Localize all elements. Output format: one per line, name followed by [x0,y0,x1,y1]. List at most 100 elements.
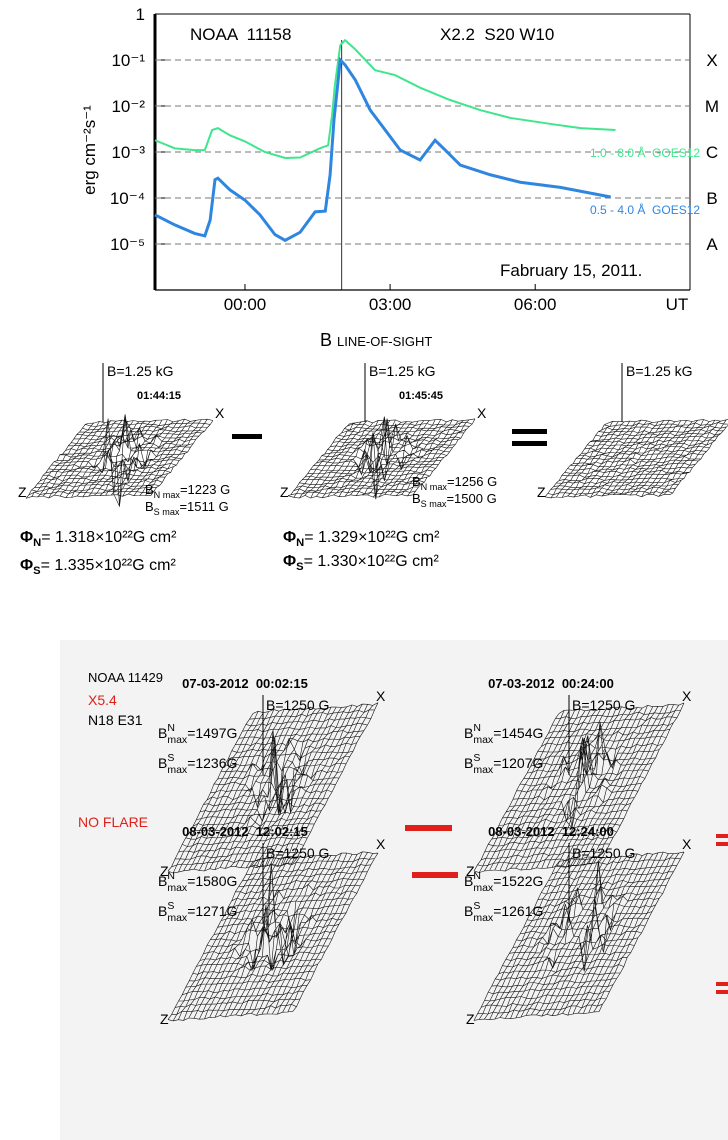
y-tick-label: 10⁻³ [111,143,145,162]
label-sub: N [33,537,41,549]
x-tick-label: 06:00 [514,295,557,314]
axis-x-label: X [682,836,692,852]
label-sub: max [473,912,494,924]
surface-mesh [25,414,214,508]
class-label: C [706,143,718,162]
date-label: 07-03-2012 00:02:15 [182,676,308,691]
minus-sign [232,434,262,439]
region-label: NOAA 11158 [190,25,291,44]
label-text: =1207G [493,755,543,771]
label-text: = 1.329×10²²G cm² [304,529,440,546]
date-label: 08-03-2012 12:02:15 [182,824,308,839]
scale-label: B=1.25 kG [626,363,693,379]
y-tick-label: 10⁻¹ [111,51,145,70]
label-symbol: B [464,873,473,889]
label-text: =1511 G [179,499,228,514]
date-label: Fabruary 15, 2011. [500,261,642,280]
field-label: BN max=1223 G [145,482,230,500]
x-tick-label: 03:00 [369,295,412,314]
label-symbol: B [158,725,167,741]
label-text: =1454G [493,725,543,741]
label-symbol: B [145,499,154,514]
surface-mesh [544,419,728,499]
label-sub: S max [421,499,447,509]
label-text: = 1.335×10²²G cm² [41,557,177,574]
x-axis-label: UT [666,295,689,314]
label-text: =1497G [187,725,237,741]
class-label: A [706,235,718,254]
label-symbol: B [412,491,421,506]
equals-sign [512,441,547,446]
scale-label: B=1250 G [266,845,329,861]
label-symbol: B [145,482,154,497]
label-sup: N [473,722,481,734]
legend-label: 0.5 - 4.0 Å GOES12 [590,202,700,217]
label-symbol: Φ [283,529,296,546]
field-label: BS max=1500 G [412,491,497,509]
label-sup: S [167,752,174,764]
label-text: = 1.330×10²²G cm² [304,553,440,570]
y-tick-label: 10⁻² [111,97,145,116]
field-label: BN max=1497G [158,722,237,746]
label-sub: max [167,764,188,776]
label-sub: max [167,734,188,746]
y-tick-label: 10⁻⁵ [110,235,145,254]
field-label: BS max=1271G [158,900,237,924]
equals-sign [716,834,728,838]
no-flare-label: NO FLARE [78,814,148,830]
label-symbol: B [158,755,167,771]
minus-sign [405,825,452,831]
axis-z-label: Z [466,863,475,879]
axis-z-label: Z [160,1011,169,1027]
surface-mesh [473,851,685,1021]
label-text: =1236G [187,755,237,771]
label-symbol: B [464,903,473,919]
x-tick-label: 00:00 [224,295,267,314]
label-sup: N [473,870,481,882]
label-sup: S [473,752,480,764]
label-text: =1271G [187,903,237,919]
label-sub: max [167,912,188,924]
surface-mesh [167,702,379,874]
label-sub: max [167,882,188,894]
field-label: BS max=1511 G [145,499,229,517]
series-line [154,38,616,160]
label-sub: max [473,882,494,894]
label-symbol: B [158,903,167,919]
label-text: =1522G [493,873,543,889]
scale-label: B=1250 G [266,697,329,713]
scale-label: B=1.25 kG [369,363,436,379]
scale-label: B=1250 G [572,697,635,713]
field-label: ΦN= 1.318×10²²G cm² [20,529,177,549]
axis-z-label: Z [18,484,27,500]
axis-x-label: X [682,688,692,704]
label-sup: S [473,900,480,912]
axis-z-label: Z [160,863,169,879]
heading-symbol: B [320,330,332,350]
label-sub: max [473,734,494,746]
label-sub: S max [154,507,180,517]
label-symbol: Φ [283,553,296,570]
label-symbol: B [158,873,167,889]
legend-label: 1.0 - 8.0 Å GOES12 [590,145,700,160]
axis-x-label: X [215,405,225,421]
region-label: NOAA 11429 [88,670,163,685]
y-axis-label: erg cm⁻²s⁻¹ [80,105,99,195]
location-label: N18 E31 [88,712,143,728]
axis-z-label: Z [466,1011,475,1027]
field-label: BN max=1454G [464,722,543,746]
equals-sign [716,842,728,846]
equals-sign [716,982,728,986]
field-label: BS max=1207G [464,752,543,776]
series-line [154,56,611,243]
label-sup: S [167,900,174,912]
label-text: =1223 G [180,482,230,497]
label-sub: max [473,764,494,776]
time-label: 01:45:45 [399,390,443,402]
equals-sign [716,990,728,994]
label-sub: N [296,537,304,549]
lower-background [60,640,728,1140]
label-symbol: B [464,755,473,771]
equals-sign [512,429,547,434]
